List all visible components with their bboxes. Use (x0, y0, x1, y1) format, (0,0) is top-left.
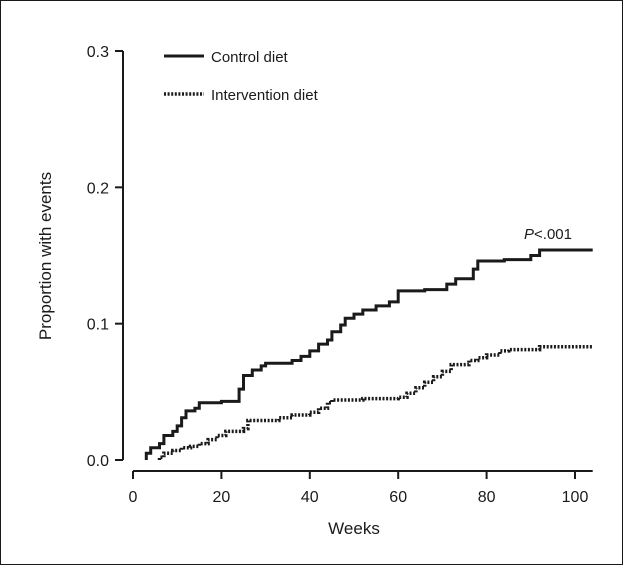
legend-label-intervention: Intervention diet (211, 87, 319, 104)
series-line-control (144, 248, 593, 460)
x-tick-label: 40 (301, 489, 319, 506)
p-value-letter: P (524, 226, 534, 243)
y-tick-label: 0.0 (87, 453, 109, 470)
y-tick-label: 0.3 (87, 44, 109, 61)
y-axis-label: Proportion with events (36, 172, 55, 340)
x-tick-label: 0 (129, 489, 138, 506)
series-line-intervention (157, 345, 593, 460)
x-axis: 0 20 40 60 80 100 (129, 470, 593, 506)
x-tick-label: 100 (562, 489, 589, 506)
x-tick-label: 20 (213, 489, 231, 506)
y-axis: 0.0 0.1 0.2 0.3 (87, 44, 124, 470)
y-tick-label: 0.1 (87, 317, 109, 334)
p-value-text: <.001 (534, 226, 572, 243)
y-tick-label: 0.2 (87, 180, 109, 197)
p-value-annotation: P<.001 (524, 226, 572, 243)
legend: Control diet Intervention diet (164, 49, 319, 104)
series-layer (144, 248, 593, 460)
x-axis-label: Weeks (328, 519, 380, 538)
x-tick-label: 80 (478, 489, 496, 506)
x-tick-label: 60 (389, 489, 407, 506)
legend-label-control: Control diet (211, 49, 289, 66)
